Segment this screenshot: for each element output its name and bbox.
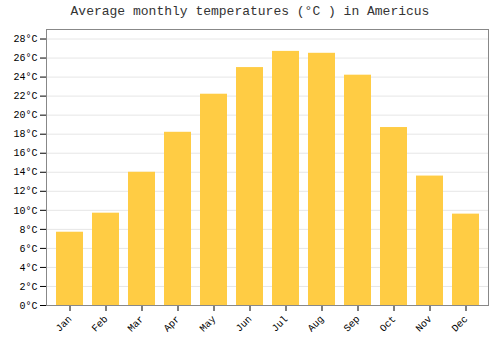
svg-text:0°C: 0°C <box>19 301 37 312</box>
svg-text:12°C: 12°C <box>13 186 37 197</box>
svg-text:Dec: Dec <box>450 314 471 335</box>
svg-text:16°C: 16°C <box>13 148 37 159</box>
svg-text:Mar: Mar <box>126 314 147 335</box>
svg-text:Apr: Apr <box>162 314 183 335</box>
svg-text:26°C: 26°C <box>13 53 37 64</box>
svg-text:Jul: Jul <box>270 314 291 335</box>
svg-text:Nov: Nov <box>414 314 435 335</box>
html-text:Average monthly temperatures (: Average monthly temperatures (°C ) in Am… <box>70 4 430 19</box>
svg-text:Jan: Jan <box>54 314 75 335</box>
svg-text:May: May <box>198 314 219 335</box>
svg-text:Aug: Aug <box>306 314 327 335</box>
svg-text:14°C: 14°C <box>13 167 37 178</box>
svg-text:20°C: 20°C <box>13 110 37 121</box>
svg-text:28°C: 28°C <box>13 34 37 45</box>
svg-text:Sep: Sep <box>342 314 363 335</box>
svg-text:18°C: 18°C <box>13 129 37 140</box>
svg-text:2°C: 2°C <box>19 282 37 293</box>
svg-text:24°C: 24°C <box>13 72 37 83</box>
svg-text:Jun: Jun <box>234 314 255 335</box>
svg-text:Feb: Feb <box>90 314 111 335</box>
svg-text:Oct: Oct <box>378 314 399 335</box>
svg-text:4°C: 4°C <box>19 263 37 274</box>
svg-text:6°C: 6°C <box>19 244 37 255</box>
svg-text:10°C: 10°C <box>13 206 37 217</box>
svg-text:8°C: 8°C <box>19 225 37 236</box>
svg-text:22°C: 22°C <box>13 91 37 102</box>
